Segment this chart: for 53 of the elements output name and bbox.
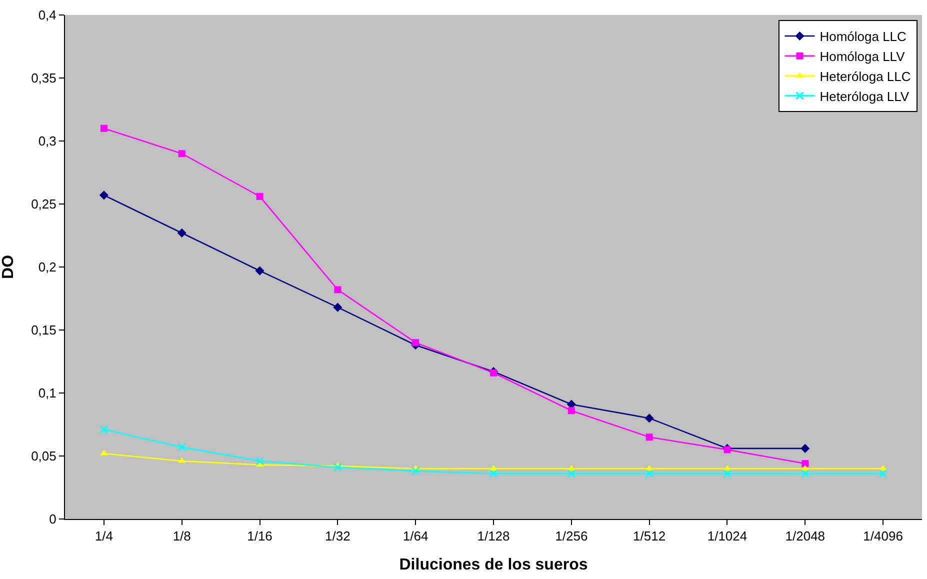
x-axis-title: Diluciones de los sueros — [399, 556, 588, 574]
point — [255, 266, 264, 276]
point — [178, 442, 186, 452]
y-tick-label: 0,3 — [38, 134, 56, 149]
point — [489, 469, 498, 478]
y-tick-label: 0,1 — [38, 386, 56, 401]
point — [802, 460, 809, 468]
legend-label: Homóloga LLC — [820, 29, 906, 44]
point — [646, 434, 653, 441]
x-tick-label: 1/4 — [94, 528, 113, 544]
y-axis-title: DO — [0, 255, 17, 279]
point — [724, 446, 731, 454]
y-tick-label: 0,25 — [31, 196, 56, 212]
x-tick-label: 1/8 — [172, 528, 191, 544]
point — [644, 414, 654, 423]
y-tick-label: 0,15 — [31, 322, 56, 338]
x-tick-label: 1/1024 — [707, 528, 748, 544]
x-tick-label: 1/16 — [247, 528, 272, 544]
point — [800, 444, 810, 453]
point — [256, 192, 264, 200]
x-tick-label: 1/2048 — [785, 528, 826, 544]
point — [177, 228, 186, 238]
point — [333, 463, 342, 472]
y-tick-label: 0,2 — [38, 260, 56, 275]
x-tick-label: 1/4096 — [863, 528, 903, 544]
y-tick-label: 0 — [49, 512, 56, 527]
point — [100, 450, 108, 456]
x-tick-label: 1/32 — [325, 528, 350, 544]
y-tick-label: 0,05 — [31, 448, 56, 464]
point — [411, 466, 420, 476]
point — [568, 407, 575, 414]
point — [412, 339, 420, 346]
point — [333, 302, 342, 312]
x-tick-label: 1/256 — [555, 528, 588, 544]
point — [100, 425, 108, 434]
x-tick-label: 1/128 — [477, 528, 510, 544]
legend-label: Homóloga LLV — [820, 48, 906, 64]
point — [256, 456, 264, 466]
legend-label: Heteróloga LLC — [820, 68, 911, 84]
legend-label: Heteróloga LLV — [820, 88, 910, 104]
point — [800, 469, 810, 478]
point — [878, 469, 888, 478]
point — [99, 190, 108, 200]
y-tick-label: 0,35 — [31, 70, 56, 86]
y-tick-label: 0,4 — [38, 8, 56, 23]
point — [645, 469, 654, 478]
x-tick-label: 1/64 — [402, 528, 428, 544]
x-tick-label: 1/512 — [633, 528, 666, 544]
point — [100, 124, 108, 132]
point — [178, 150, 186, 158]
point — [567, 469, 576, 478]
point — [334, 286, 342, 294]
point — [722, 469, 732, 478]
